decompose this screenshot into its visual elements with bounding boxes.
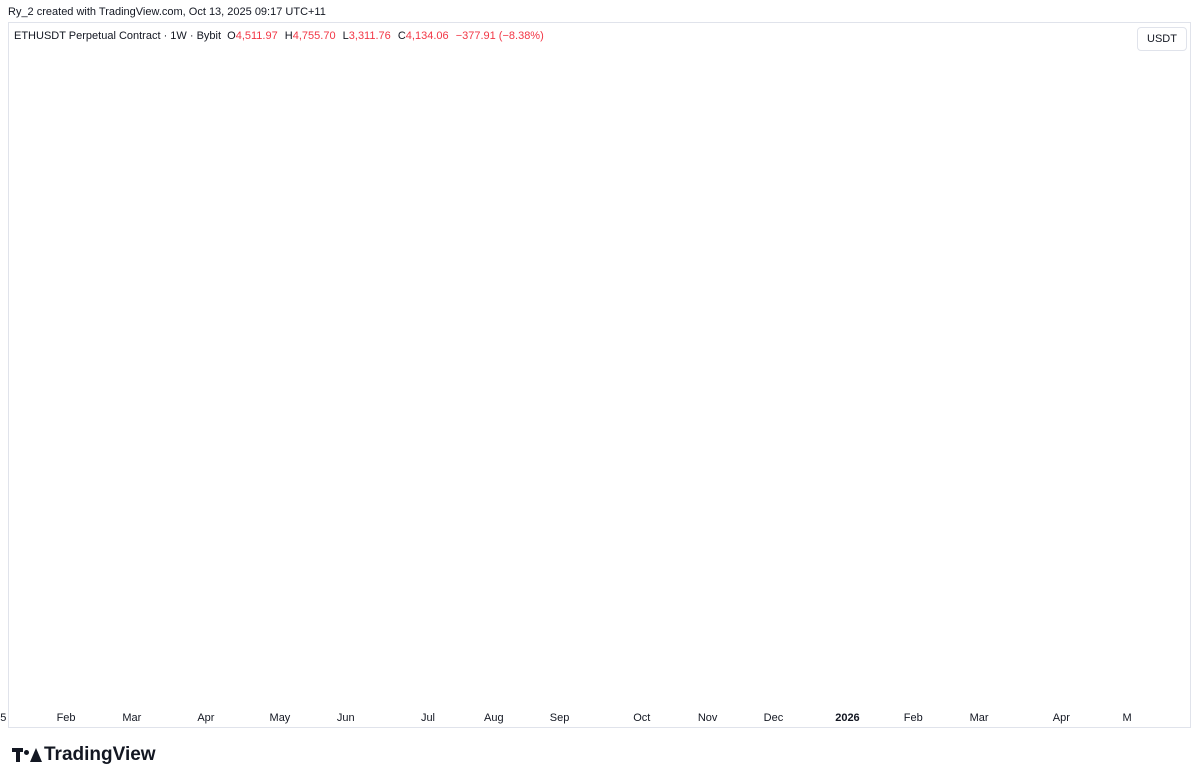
time-tick-label: Oct	[633, 712, 650, 724]
high-value: 4,755.70	[292, 30, 336, 42]
time-tick-label: Feb	[904, 712, 923, 724]
chart-frame	[8, 22, 1191, 728]
open-label: O	[227, 30, 236, 42]
time-tick-label: Feb	[57, 712, 76, 724]
time-tick-label: Nov	[698, 712, 718, 724]
time-tick-label: M	[1123, 712, 1132, 724]
tradingview-logo-icon	[12, 748, 42, 762]
change-value: −377.91 (−8.38%)	[455, 30, 544, 42]
time-tick-label: Jun	[337, 712, 355, 724]
tradingview-brand: TradingView	[12, 744, 156, 766]
time-tick-label: Apr	[197, 712, 214, 724]
time-tick-label: Sep	[550, 712, 570, 724]
low-label: L	[342, 30, 349, 42]
symbol-name[interactable]: ETHUSDT Perpetual Contract · 1W · Bybit	[14, 30, 222, 42]
time-tick-label: Mar	[970, 712, 989, 724]
created-by-caption: Ry_2 created with TradingView.com, Oct 1…	[8, 6, 326, 18]
symbol-legend: ETHUSDT Perpetual Contract · 1W · Bybit …	[14, 30, 544, 42]
brand-name: TradingView	[44, 744, 156, 765]
currency-unit-button[interactable]: USDT	[1137, 27, 1187, 51]
close-label: C	[397, 30, 406, 42]
low-value: 3,311.76	[348, 30, 391, 42]
time-tick-label: Mar	[122, 712, 141, 724]
time-tick-label: Dec	[764, 712, 784, 724]
open-value: 4,511.97	[235, 30, 278, 42]
close-value: 4,134.06	[405, 30, 449, 42]
high-label: H	[284, 30, 293, 42]
time-tick-label: 2026	[835, 712, 859, 724]
time-axis[interactable]: 25 Feb Mar Apr May Jun Jul Aug Sep Oct Nov Dec 2026 F…	[0, 712, 1132, 724]
time-tick-label: Apr	[1053, 712, 1070, 724]
time-tick-label: 25	[0, 712, 6, 724]
time-tick-label: Jul	[421, 712, 435, 724]
time-tick-label: May	[270, 712, 291, 724]
time-tick-label: Aug	[484, 712, 504, 724]
